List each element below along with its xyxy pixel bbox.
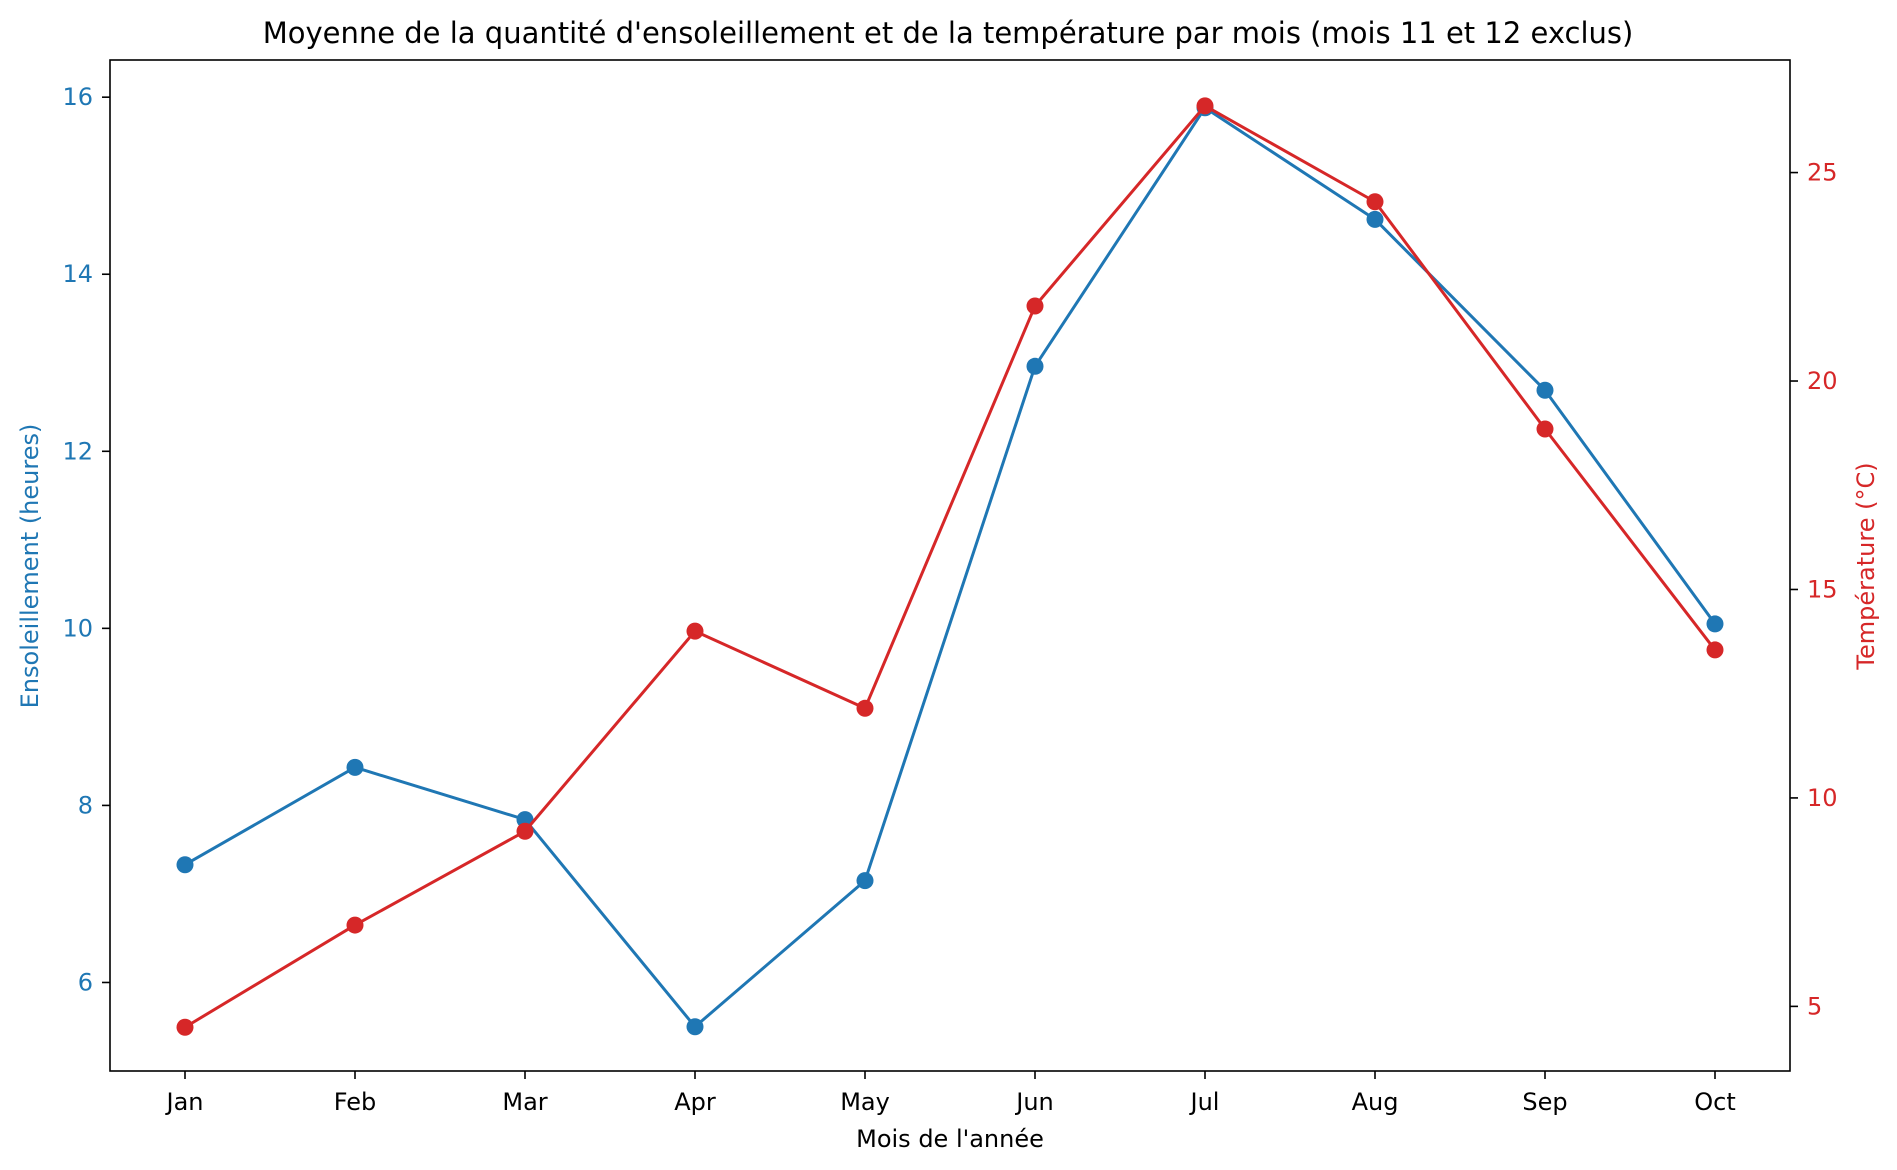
y-left-tick-label: 16 (62, 83, 93, 111)
plot-frame (109, 59, 1791, 1072)
series-2-point (686, 622, 704, 640)
y-left-tick-label: 14 (62, 260, 93, 288)
y-right-tick-label: 20 (1807, 367, 1838, 395)
series-2-point (1196, 97, 1214, 115)
series-1-point (686, 1018, 704, 1036)
x-axis: Jan Feb Mar Apr May Jun Jul Aug Sep Oct (165, 1071, 1736, 1116)
series-1-point (516, 811, 534, 829)
series-2-point (856, 699, 874, 717)
y-left-tick-label: 8 (78, 791, 93, 819)
series-2-point (516, 822, 534, 840)
series-2-point (1026, 297, 1044, 315)
series-2-point (1366, 193, 1384, 211)
x-axis-label: Mois de l'année (856, 1125, 1044, 1153)
y-right-tick-label: 15 (1807, 575, 1838, 603)
y-left-tick-label: 12 (62, 437, 93, 465)
y-right-tick-label: 10 (1807, 784, 1838, 812)
x-tick-label: Oct (1694, 1088, 1736, 1116)
series-2-line (184, 104, 1717, 1029)
y-left-tick-label: 10 (62, 614, 93, 642)
y-left-tick-label: 6 (78, 968, 93, 996)
chart-title: Moyenne de la quantité d'ensoleillement … (263, 16, 1634, 50)
series-1-point (1366, 210, 1384, 228)
x-tick-label: Aug (1352, 1088, 1399, 1116)
x-tick-label: Feb (334, 1088, 377, 1116)
x-tick-label: Mar (502, 1088, 547, 1116)
series-2-point (176, 1018, 194, 1036)
series-1-point (856, 872, 874, 890)
series-1-line (184, 106, 1717, 1029)
series-1-point (1026, 357, 1044, 375)
series-1-point (1536, 381, 1554, 399)
x-tick-label: Jan (165, 1088, 204, 1116)
x-tick-label: Jun (1014, 1088, 1054, 1116)
series-2-point (1706, 641, 1724, 659)
x-tick-label: May (840, 1088, 890, 1116)
series-2-point (346, 916, 364, 934)
y-axis-right: 5 10 15 20 25 (1790, 159, 1838, 1020)
series-1-point (1706, 615, 1724, 633)
series-2-point (1536, 420, 1554, 438)
y-axis-left-label: Ensoleillement (heures) (16, 424, 44, 709)
series-1-point (176, 856, 194, 874)
y-right-tick-label: 25 (1807, 159, 1838, 187)
y-axis-left: 6 8 10 12 14 16 (62, 83, 110, 996)
series-layer (176, 97, 1724, 1036)
y-right-tick-label: 5 (1807, 992, 1822, 1020)
y-axis-right-label: Température (°C) (1852, 462, 1880, 670)
x-tick-label: Apr (674, 1088, 716, 1116)
x-tick-label: Sep (1522, 1088, 1567, 1116)
series-1-point (346, 758, 364, 776)
x-tick-label: Jul (1189, 1088, 1220, 1116)
